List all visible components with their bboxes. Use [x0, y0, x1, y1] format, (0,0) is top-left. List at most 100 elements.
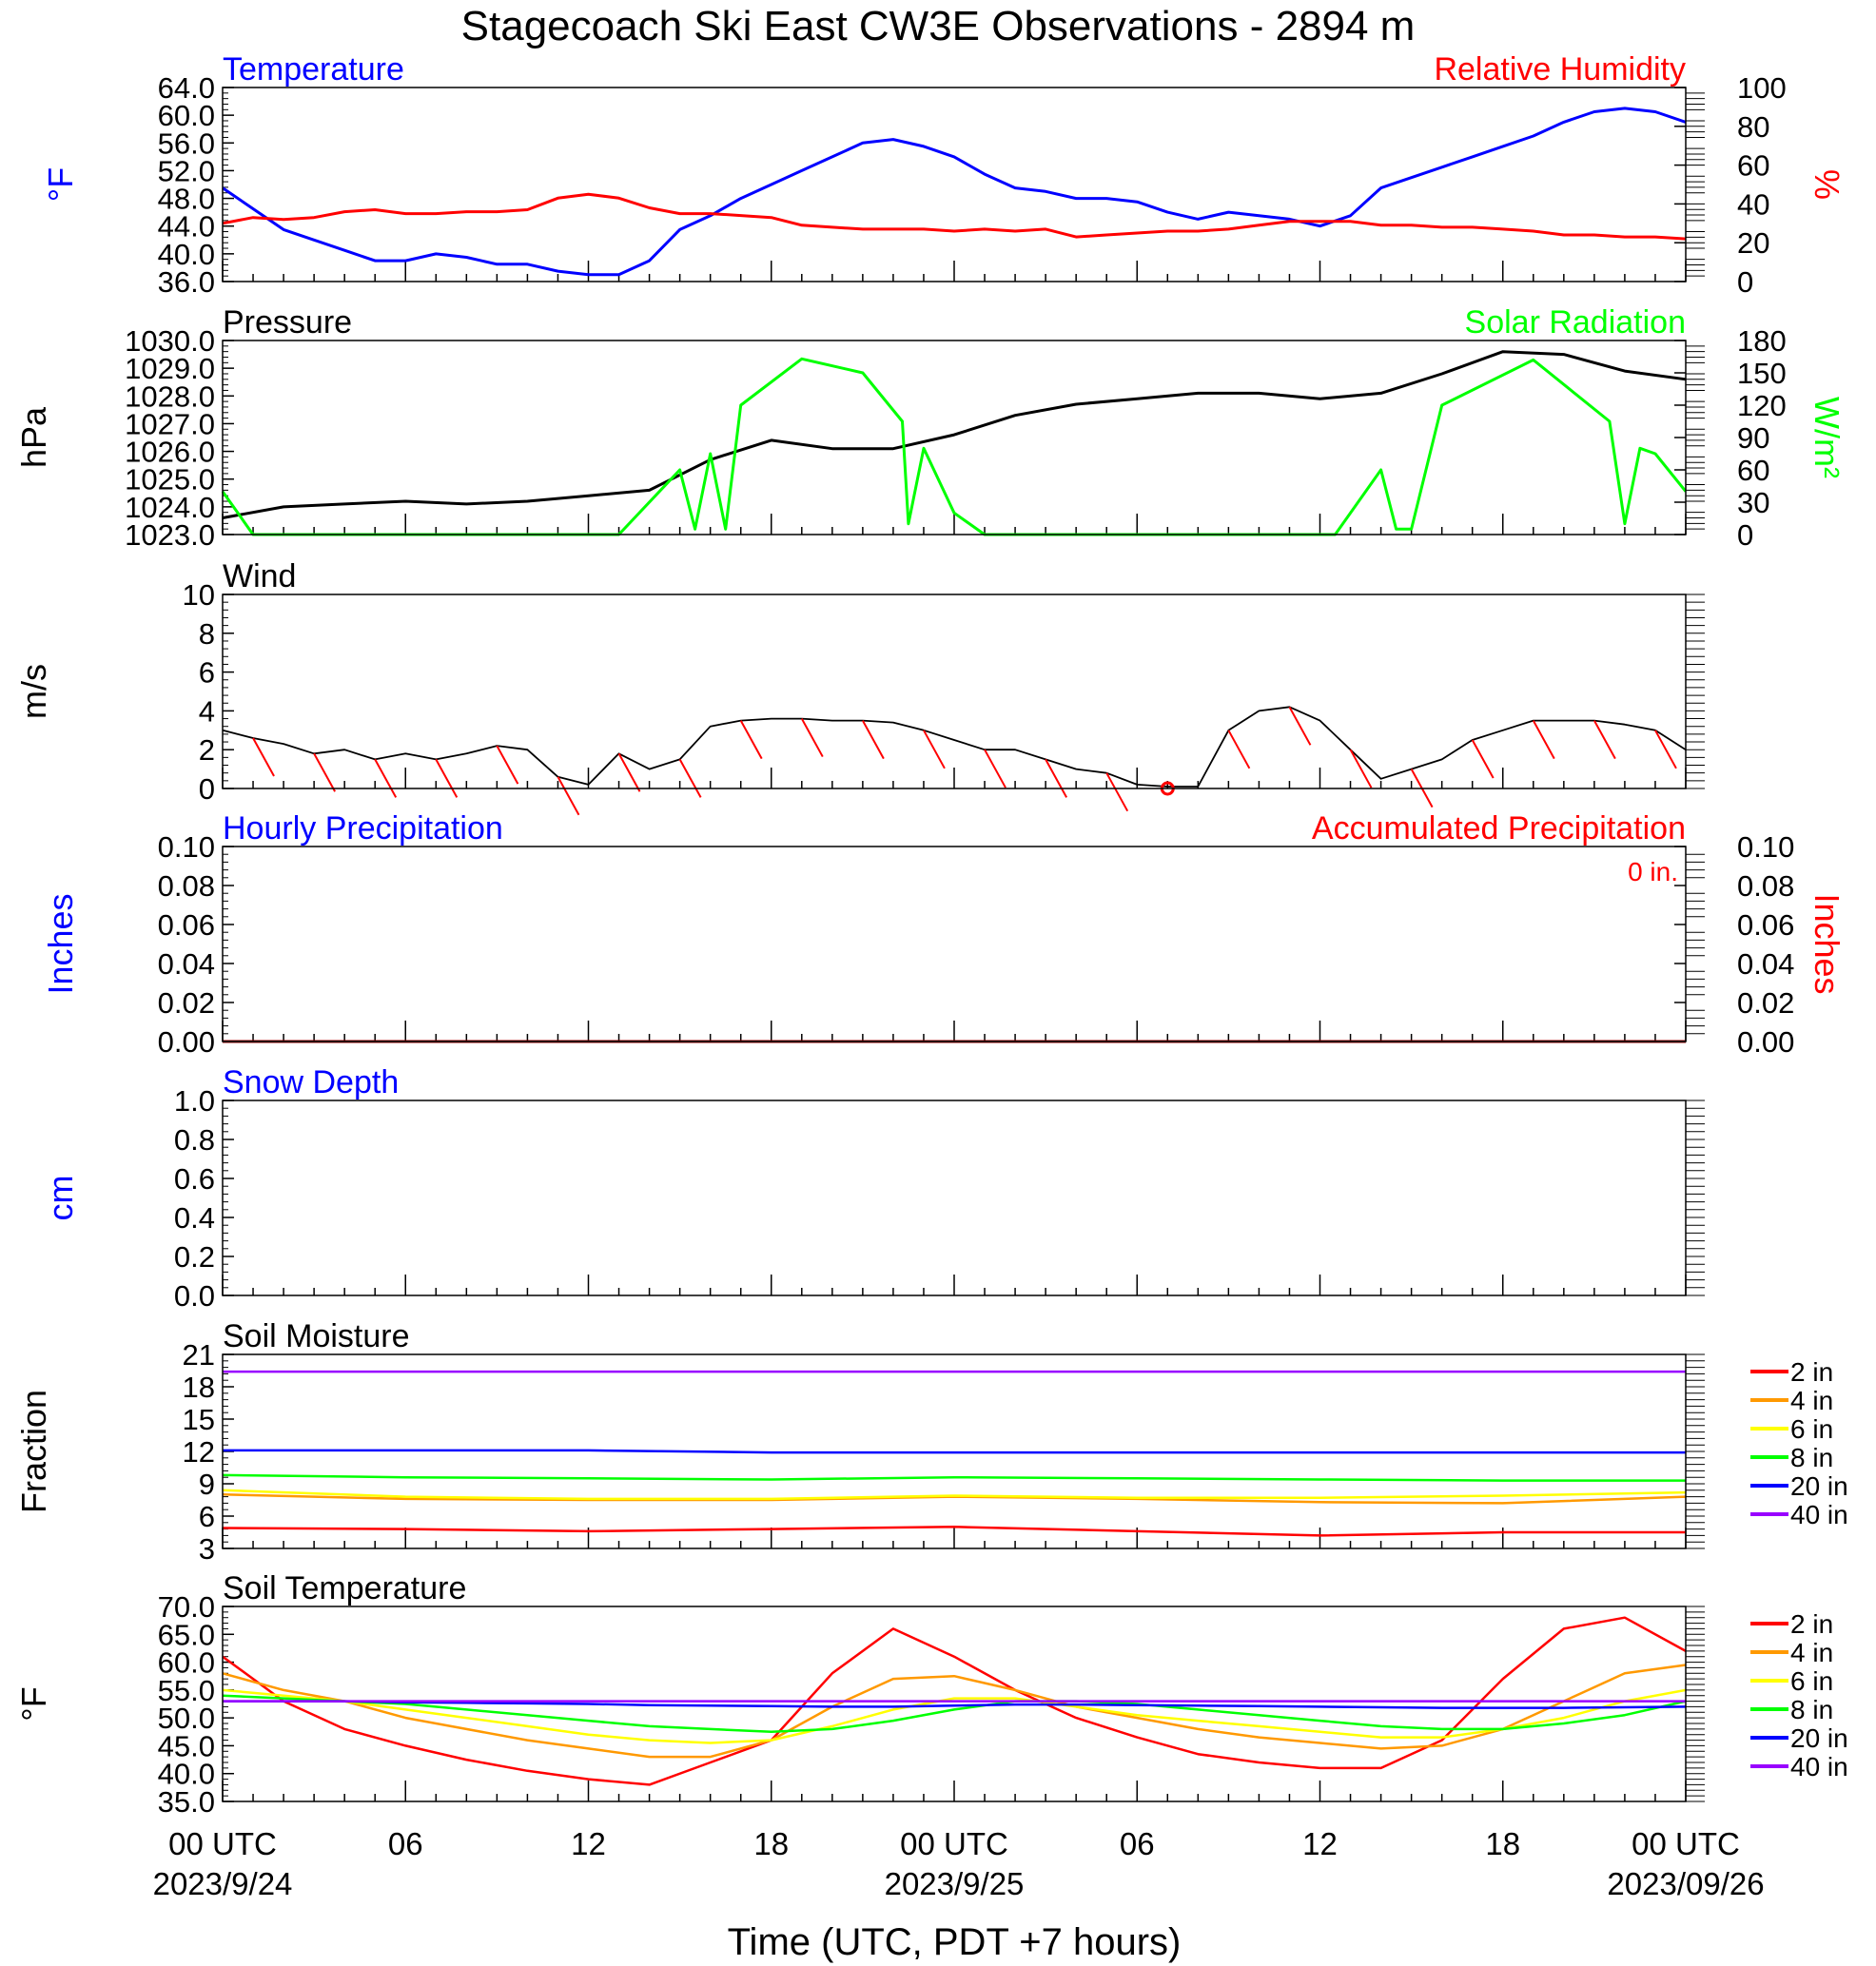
legend-label: 40 in — [1790, 1752, 1848, 1781]
series-line-8-in — [222, 1473, 1686, 1482]
panel-title-left: Wind — [223, 558, 296, 594]
x-date-label: 2023/09/26 — [1607, 1866, 1764, 1901]
y-tick-label-left: 50.0 — [158, 1702, 215, 1735]
wind-barb — [1045, 758, 1068, 798]
y-tick-label-left: 40.0 — [158, 238, 215, 271]
wind-barb — [923, 730, 946, 769]
y-tick-label-right: 0.00 — [1737, 1025, 1794, 1059]
y-tick-label-left: 35.0 — [158, 1785, 215, 1819]
legend-label: 6 in — [1790, 1414, 1833, 1444]
y-tick-label-left: 12 — [183, 1435, 215, 1469]
wind-barb — [435, 758, 459, 798]
y-tick-label-left: 56.0 — [158, 127, 215, 160]
y-tick-label-left: 65.0 — [158, 1618, 215, 1651]
y-tick-label-right: 60 — [1737, 454, 1769, 487]
series-line-temperature — [222, 107, 1687, 277]
y-tick-label-right: 90 — [1737, 421, 1769, 455]
y-tick-label-left: 0.04 — [158, 947, 215, 981]
y-tick-label-left: 6 — [199, 656, 215, 690]
legend-label: 6 in — [1790, 1666, 1833, 1696]
y-tick-label-left: 4 — [199, 694, 215, 728]
y-tick-label-right: 100 — [1737, 71, 1787, 105]
y-tick-label-right: 0.04 — [1737, 947, 1794, 981]
y-tick-label-left: 3 — [199, 1532, 215, 1566]
wind-barb — [1349, 749, 1373, 788]
y-tick-label-right: 120 — [1737, 389, 1787, 422]
wind-barb — [1593, 720, 1616, 760]
y-tick-label-left: 0.8 — [174, 1123, 215, 1157]
x-tick-label: 12 — [1302, 1826, 1338, 1861]
series-line-wind-speed — [222, 706, 1687, 788]
y-tick-label-right: 150 — [1737, 357, 1787, 390]
accumulated-annotation: 0 in. — [1628, 857, 1678, 886]
y-tick-label-left: 0.4 — [174, 1201, 215, 1235]
x-tick-label: 12 — [571, 1826, 606, 1861]
legend-label: 4 in — [1790, 1386, 1833, 1415]
y-tick-label-left: 0.2 — [174, 1240, 215, 1274]
panel-title-left: Temperature — [223, 51, 404, 88]
panel-title-left: Soil Temperature — [223, 1570, 466, 1606]
wind-barb — [252, 737, 275, 777]
legend-label: 2 in — [1790, 1357, 1833, 1387]
y-tick-label-left: 1029.0 — [125, 352, 215, 385]
panel-frame — [222, 1100, 1687, 1296]
y-tick-label-left: 36.0 — [158, 265, 215, 299]
y-tick-label-left: 18 — [183, 1371, 215, 1404]
x-date-label: 2023/9/24 — [153, 1866, 293, 1901]
panel-frame — [222, 594, 1687, 789]
series-line-4-in — [222, 1664, 1687, 1759]
wind-barb — [374, 758, 398, 798]
wind-barb — [1654, 730, 1677, 769]
series-line-solar-radiation — [221, 357, 1688, 536]
y-tick-label-right: 0.08 — [1737, 869, 1794, 903]
y-tick-label-left: 0.10 — [158, 830, 215, 864]
y-tick-label-left: 0.00 — [158, 1025, 215, 1059]
panel-frame — [222, 87, 1687, 282]
series-line-8-in — [222, 1694, 1687, 1734]
wind-barb — [1227, 730, 1251, 769]
wind-barb — [739, 720, 763, 760]
y-tick-label-left: 64.0 — [158, 71, 215, 105]
series-line-6-in — [222, 1688, 1687, 1744]
series-line-6-in — [222, 1489, 1687, 1501]
panel-0: 64.060.056.052.048.044.040.036.0 100 80 60 4… — [41, 51, 1847, 299]
panel-title-left: Soil Moisture — [223, 1318, 410, 1354]
legend-label: 20 in — [1790, 1723, 1848, 1753]
wind-barb — [1288, 706, 1312, 746]
y-tick-label-left: 0.6 — [174, 1162, 215, 1196]
legend-label: 20 in — [1790, 1471, 1848, 1501]
panel-frame — [222, 1606, 1687, 1802]
y-tick-label-left: 8 — [199, 617, 215, 651]
y-tick-label-left: 60.0 — [158, 99, 215, 132]
y-tick-label-left: 52.0 — [158, 154, 215, 187]
y-tick-label-left: 0 — [199, 772, 215, 806]
y-tick-label-left: 0.0 — [174, 1279, 215, 1313]
y-tick-label-right: 180 — [1737, 324, 1787, 358]
figure-title: Stagecoach Ski East CW3E Observations - … — [461, 3, 1416, 49]
series-line-pressure — [222, 350, 1687, 519]
y-tick-label-right: 0 — [1737, 518, 1753, 552]
panel-frame — [222, 1353, 1687, 1549]
y-tick-label-right: 0 — [1737, 265, 1753, 299]
y-axis-label-left: Fraction — [14, 1390, 53, 1513]
y-axis-label-left: °F — [41, 167, 80, 202]
y-tick-label-left: 21 — [183, 1338, 215, 1372]
y-tick-label-left: 1025.0 — [125, 463, 215, 496]
time-axis: 00 UTC 06 12 18 00 UTC 06 12 18 00 UTC 2023/9/24 2… — [153, 1826, 1765, 1963]
y-tick-label-left: 44.0 — [158, 210, 215, 243]
y-axis-label-left: cm — [41, 1176, 80, 1221]
series-line-2-in — [222, 1616, 1687, 1786]
wind-barb — [1471, 739, 1495, 779]
y-axis-label-left: Inches — [41, 893, 80, 994]
y-tick-label-left: 1026.0 — [125, 436, 215, 469]
panel-frame — [222, 340, 1687, 535]
panel-title-right: Accumulated Precipitation — [1312, 810, 1686, 847]
series-line-20-in — [223, 1449, 1686, 1454]
y-tick-label-right: 40 — [1737, 187, 1769, 221]
panels: 64.060.056.052.048.044.040.036.010080604… — [14, 51, 1848, 1819]
y-tick-label-left: 0.08 — [158, 869, 215, 903]
y-tick-label-left: 1030.0 — [125, 324, 215, 358]
x-tick-label: 00 UTC — [168, 1826, 277, 1861]
x-tick-label: 18 — [1485, 1826, 1520, 1861]
